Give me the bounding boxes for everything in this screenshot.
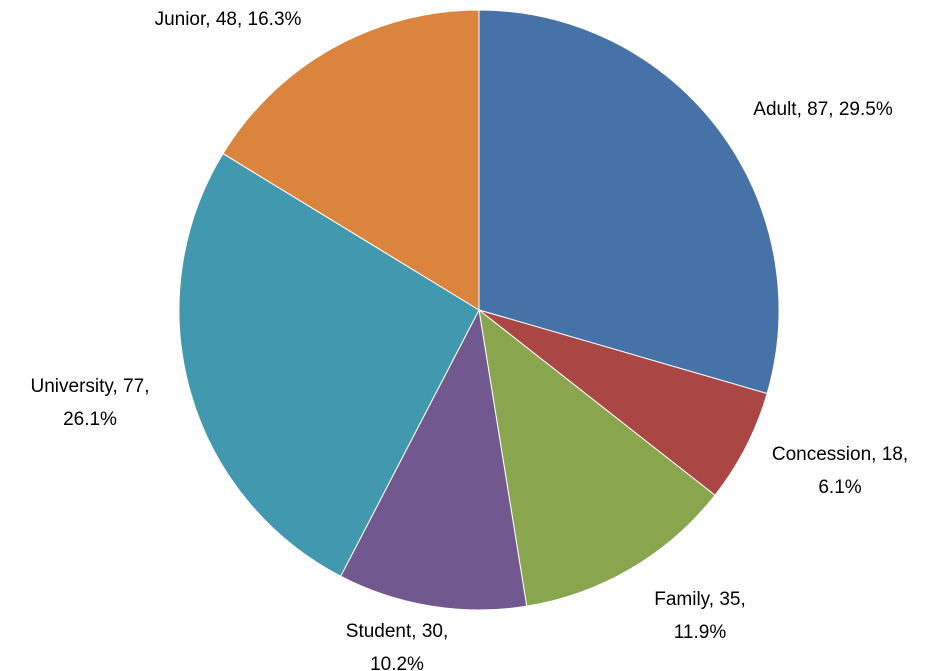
data-label: 11.9% (674, 622, 727, 643)
pie-slice (178, 152, 480, 577)
data-label: Family, 35, (654, 589, 746, 610)
data-label: Student, 30, (346, 621, 448, 642)
data-label: 10.2% (370, 654, 424, 671)
data-label: 26.1% (63, 409, 117, 430)
pie-slice (478, 308, 716, 607)
pie-slice (478, 9, 780, 395)
data-label: Junior, 48, 16.3% (155, 9, 302, 30)
pie-slice (339, 308, 528, 611)
data-label: University, 77, (31, 376, 150, 397)
data-label: 6.1% (818, 477, 861, 498)
data-label: Adult, 87, 29.5% (753, 99, 893, 120)
pie-slice (222, 9, 480, 311)
data-label: Concession, 18, (772, 444, 908, 465)
